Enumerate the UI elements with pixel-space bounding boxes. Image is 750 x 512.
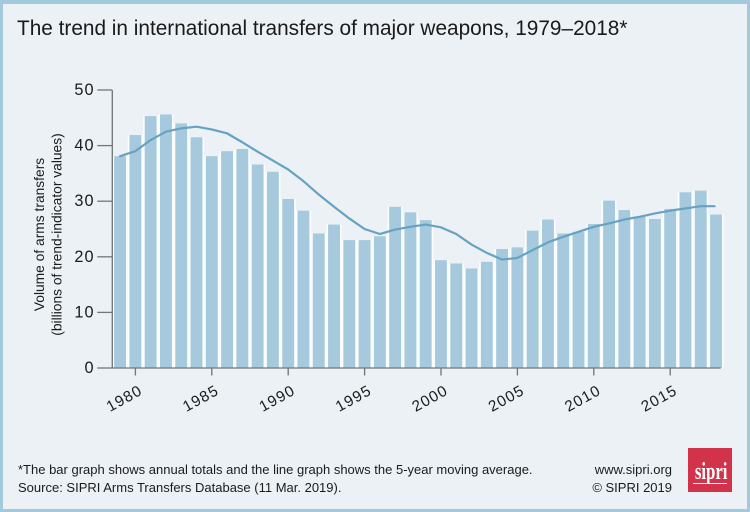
svg-text:Volume of arms transfers(billi: Volume of arms transfers (billions of tre… [32,133,65,335]
svg-text:2015: 2015 [638,382,680,416]
svg-text:20: 20 [74,248,94,266]
svg-text:1990: 1990 [256,382,298,416]
svg-text:1980: 1980 [104,382,146,416]
svg-text:2005: 2005 [486,382,528,416]
svg-text:10: 10 [74,303,94,321]
svg-text:1995: 1995 [333,382,375,416]
svg-text:40: 40 [74,137,94,155]
svg-text:2000: 2000 [409,382,451,416]
svg-text:1985: 1985 [180,382,222,416]
svg-text:30: 30 [74,192,94,210]
svg-text:50: 50 [74,81,94,99]
svg-text:2010: 2010 [562,382,604,416]
svg-text:0: 0 [85,359,95,377]
